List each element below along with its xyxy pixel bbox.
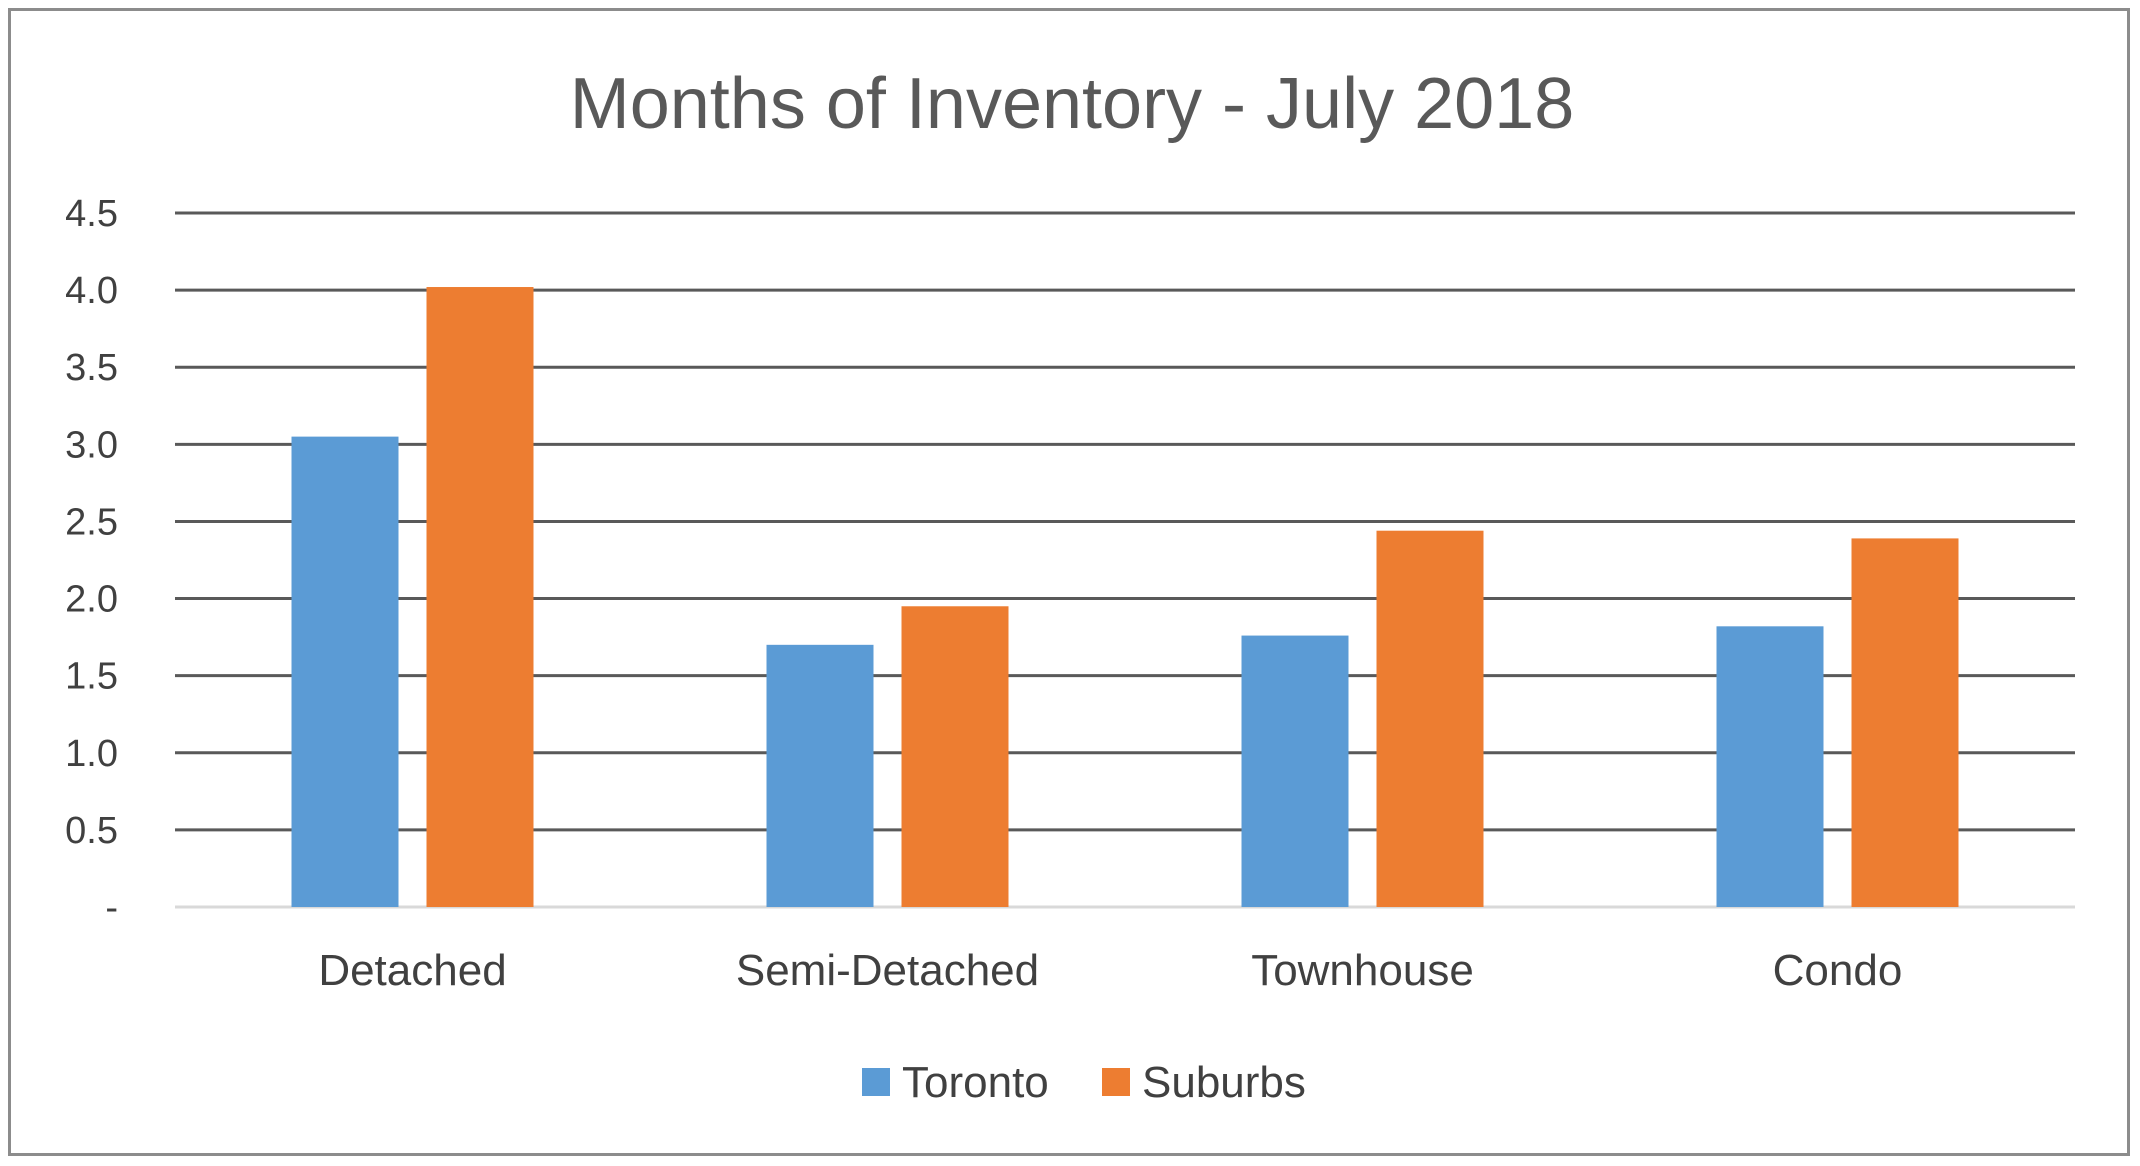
bar-toronto-townhouse: [1241, 635, 1349, 907]
x-category-label: Detached: [318, 946, 506, 995]
x-category-label: Semi-Detached: [736, 946, 1039, 995]
bar-suburbs-semi-detached: [901, 606, 1009, 907]
y-tick-label: 3.0: [65, 424, 118, 466]
bar-toronto-detached: [291, 436, 399, 907]
bar-suburbs-detached: [426, 287, 534, 907]
y-tick-label: 1.5: [65, 656, 118, 698]
chart-title: Months of Inventory - July 2018: [570, 64, 1575, 144]
bar-suburbs-townhouse: [1376, 530, 1484, 907]
legend-label-suburbs: Suburbs: [1142, 1058, 1306, 1107]
y-tick-label: 0.5: [65, 810, 118, 852]
y-tick-label: -: [105, 887, 118, 929]
legend-swatch-suburbs: [1102, 1068, 1130, 1096]
y-tick-label: 4.5: [65, 193, 118, 235]
legend-swatch-toronto: [862, 1068, 890, 1096]
bar-toronto-condo: [1716, 626, 1824, 907]
y-tick-label: 2.5: [65, 501, 118, 543]
y-tick-label: 2.0: [65, 579, 118, 621]
y-tick-label: 3.5: [65, 347, 118, 389]
bars: [291, 287, 1959, 907]
x-category-label: Townhouse: [1251, 946, 1474, 995]
legend-label-toronto: Toronto: [902, 1058, 1049, 1107]
bar-toronto-semi-detached: [766, 644, 874, 907]
bar-suburbs-condo: [1851, 538, 1959, 907]
y-axis-ticks: - 0.5 1.0 1.5 2.0 2.5 3.0 3.5 4.0 4.5: [65, 193, 118, 929]
y-tick-label: 1.0: [65, 733, 118, 775]
x-category-label: Condo: [1773, 946, 1903, 995]
legend: Toronto Suburbs: [862, 1058, 1306, 1107]
y-tick-label: 4.0: [65, 270, 118, 312]
x-axis-categories: Detached Semi-Detached Townhouse Condo: [318, 946, 1902, 995]
